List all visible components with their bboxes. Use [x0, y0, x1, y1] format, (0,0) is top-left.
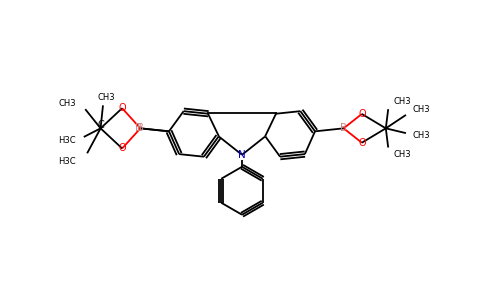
Text: CH3: CH3 — [412, 105, 430, 114]
Text: B: B — [137, 123, 144, 133]
Text: O: O — [358, 138, 365, 148]
Text: CH3: CH3 — [58, 99, 76, 108]
Text: O: O — [358, 109, 365, 119]
Text: CH3: CH3 — [412, 131, 430, 140]
Text: N: N — [238, 150, 246, 160]
Text: CH3: CH3 — [393, 98, 410, 106]
Text: B: B — [135, 123, 141, 133]
Text: H3C: H3C — [58, 136, 76, 145]
Text: O: O — [119, 143, 126, 154]
Text: H3C: H3C — [58, 158, 76, 166]
Text: C: C — [97, 119, 104, 130]
Text: CH3: CH3 — [393, 150, 410, 159]
Text: CH3: CH3 — [97, 93, 115, 102]
Text: B: B — [340, 123, 347, 133]
Text: O: O — [119, 103, 126, 113]
